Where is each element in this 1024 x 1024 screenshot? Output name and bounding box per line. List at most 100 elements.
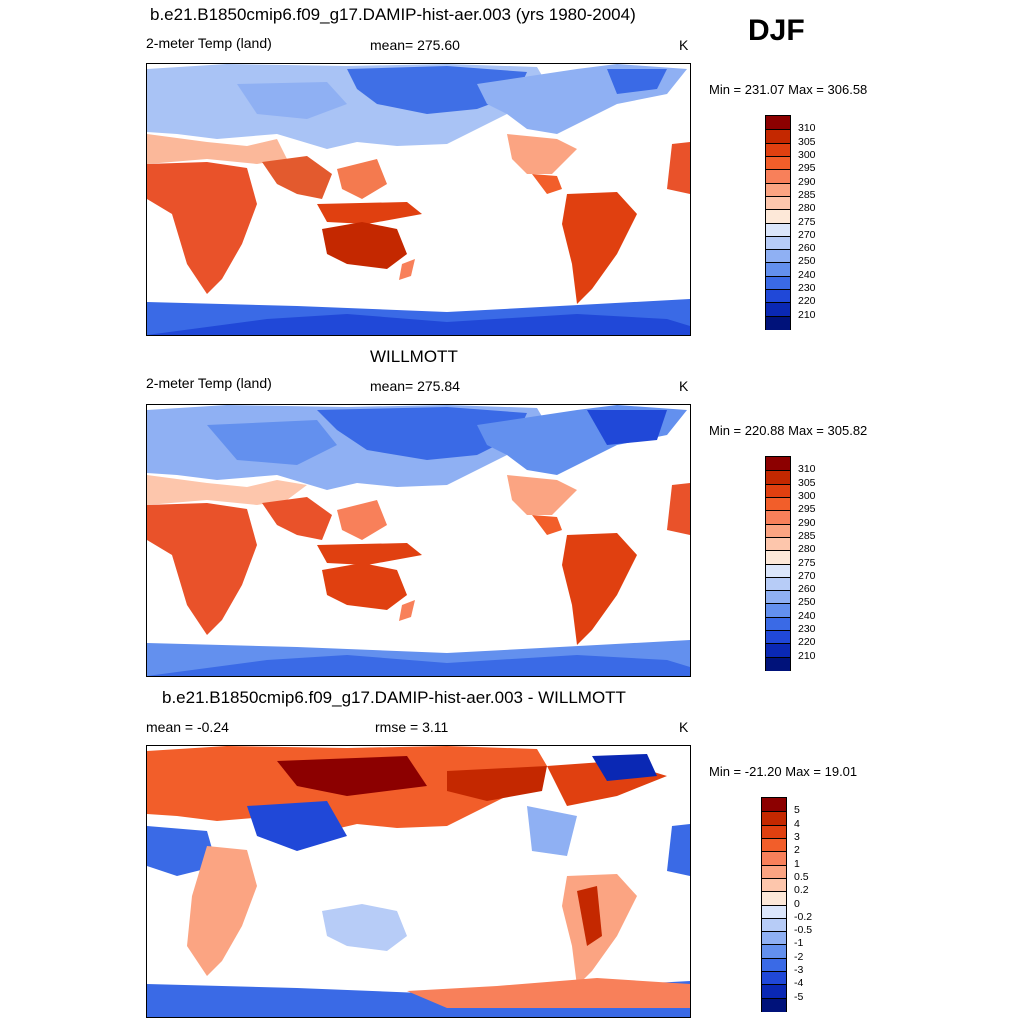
colorbar-tick-label: 275: [798, 556, 816, 569]
colorbar-tick-label: 290: [798, 175, 816, 188]
colorbar-box: [766, 209, 790, 224]
colorbar-box: [762, 891, 786, 906]
colorbar-box: [766, 116, 790, 130]
colorbar-box: [766, 470, 790, 485]
colorbar-box: [762, 877, 786, 893]
colorbar-tick-label: 270: [798, 569, 816, 582]
colorbar-tick-label: -0.5: [794, 924, 813, 937]
colorbar-tick-label: 290: [798, 516, 816, 529]
colorbar-tick-label: 285: [798, 529, 816, 542]
colorbar-tick-label: 300: [798, 489, 816, 502]
colorbar-tick-label: 305: [798, 135, 816, 148]
colorbar-box: [762, 917, 786, 933]
colorbar-box: [766, 235, 790, 251]
panel-2-map-canvas: [147, 405, 690, 676]
colorbar-tick-label: 1: [794, 857, 800, 870]
colorbar-tick-label: 4: [794, 817, 800, 830]
colorbar-tick-label: 0: [794, 897, 800, 910]
colorbar-box: [762, 798, 786, 812]
panel-2-map: [146, 404, 691, 677]
panel-1-minmax: Min = 231.07 Max = 306.58: [709, 82, 868, 97]
panel-3-map-canvas: [147, 746, 690, 1017]
colorbar-tick-label: 285: [798, 188, 816, 201]
season-label: DJF: [748, 14, 805, 47]
colorbar-box: [766, 563, 790, 578]
colorbar-box: [762, 944, 786, 959]
panel-2-mean-label: mean= 275.84: [370, 378, 460, 394]
colorbar-tick-label: 230: [798, 623, 816, 636]
colorbar-tick-label: 295: [798, 503, 816, 516]
colorbar-box: [766, 630, 790, 645]
colorbar-tick-label: 230: [798, 282, 816, 295]
colorbar-box: [766, 289, 790, 304]
colorbar-box: [762, 811, 786, 826]
colorbar-box: [766, 550, 790, 565]
colorbar-box: [766, 142, 790, 157]
colorbar-tick-label: 240: [798, 609, 816, 622]
panel-3-colorbar: 5 4 3 2 1 0.5 0.2 0 -0.2 -0.5 -1 -2 -3 -4 -5: [761, 797, 812, 1012]
colorbar-tick-label: 240: [798, 268, 816, 281]
colorbar-box: [766, 155, 790, 171]
colorbar-tick-label: 250: [798, 596, 816, 609]
colorbar-tick-label: 260: [798, 583, 816, 596]
colorbar-box: [766, 195, 790, 211]
colorbar-box: [766, 169, 790, 184]
colorbar-tick-label: 280: [798, 202, 816, 215]
colorbar-box: [762, 931, 786, 946]
colorbar-box: [766, 523, 790, 538]
colorbar-box: [766, 656, 790, 671]
colorbar-tick-label: 250: [798, 255, 816, 268]
panel-3-title: b.e21.B1850cmip6.f09_g17.DAMIP-hist-aer.…: [162, 688, 626, 707]
panel-2-minmax: Min = 220.88 Max = 305.82: [709, 423, 868, 438]
colorbar-box: [766, 275, 790, 291]
panel-1-colorbar: 310 305 300 295 290 285 280 275 270 260 250 240 230 2…: [765, 115, 816, 330]
colorbar-box: [766, 457, 790, 471]
colorbar-box: [762, 904, 786, 919]
panel-1-units-label: K: [679, 37, 689, 53]
colorbar-tick-label: 275: [798, 215, 816, 228]
colorbar-box: [766, 222, 790, 237]
panel-2-title: WILLMOTT: [370, 347, 458, 366]
colorbar-box: [762, 957, 786, 973]
colorbar-tick-label: 310: [798, 463, 816, 476]
panel-1-map: [146, 63, 691, 336]
colorbar-tick-label: 305: [798, 476, 816, 489]
panel-3-map: [146, 745, 691, 1018]
colorbar-box: [766, 510, 790, 525]
colorbar-box: [766, 249, 790, 264]
colorbar-tick-label: -1: [794, 937, 804, 950]
colorbar-tick-label: 0.5: [794, 870, 809, 883]
colorbar-box: [762, 824, 786, 839]
colorbar-box: [762, 864, 786, 879]
panel-1-map-canvas: [147, 64, 690, 335]
colorbar-tick-label: 300: [798, 148, 816, 161]
colorbar-box: [766, 302, 790, 317]
colorbar-tick-label: 310: [798, 122, 816, 135]
colorbar-box: [766, 616, 790, 632]
panel-3-units-label: K: [679, 719, 689, 735]
colorbar-box: [766, 483, 790, 498]
colorbar-tick-label: 5: [794, 804, 800, 817]
colorbar-tick-label: -2: [794, 950, 804, 963]
colorbar-tick-label: 295: [798, 162, 816, 175]
colorbar-box: [766, 643, 790, 658]
colorbar-tick-label: -4: [794, 977, 804, 990]
colorbar-tick-label: 270: [798, 228, 816, 241]
panel-2-units-label: K: [679, 378, 689, 394]
colorbar-box: [766, 603, 790, 618]
colorbar-box: [766, 496, 790, 512]
colorbar-box: [762, 997, 786, 1012]
panel-1-title: b.e21.B1850cmip6.f09_g17.DAMIP-hist-aer.…: [150, 5, 636, 24]
colorbar-box: [762, 984, 786, 999]
colorbar-tick-label: 210: [798, 308, 816, 321]
colorbar-tick-label: 280: [798, 543, 816, 556]
colorbar-tick-label: 260: [798, 242, 816, 255]
colorbar-box: [766, 536, 790, 552]
colorbar-box: [766, 262, 790, 277]
colorbar-tick-label: 210: [798, 649, 816, 662]
panel-1-variable-label: 2-meter Temp (land): [146, 35, 272, 51]
colorbar-tick-label: 220: [798, 636, 816, 649]
colorbar-box: [762, 851, 786, 866]
colorbar-tick-label: 2: [794, 844, 800, 857]
panel-2-colorbar: 310 305 300 295 290 285 280 275 270 260 250 240 230 2…: [765, 456, 816, 671]
